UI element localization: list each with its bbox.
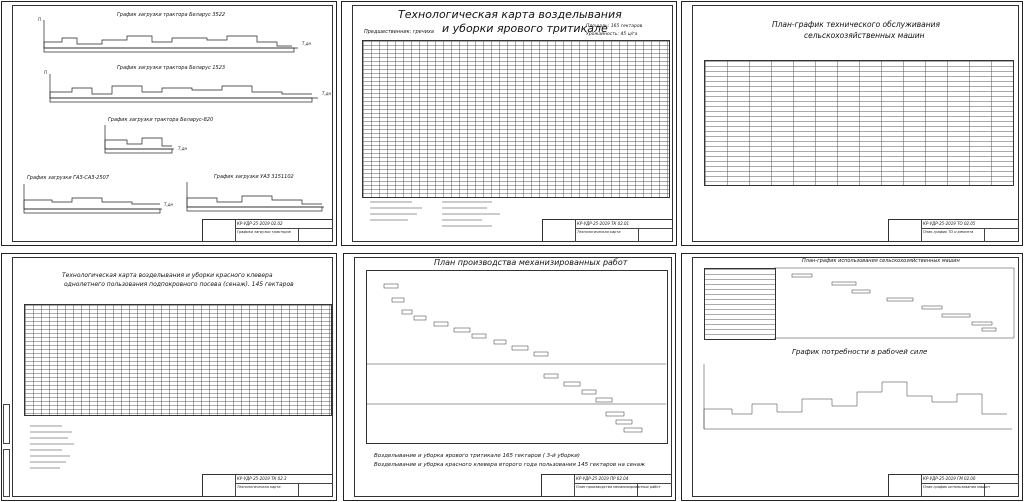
mechanized-title: План производства механизированных работ: [434, 258, 628, 267]
sheet-machine-usage: План-график использования сельскохозяйст…: [681, 253, 1023, 501]
side-stamp: [2, 254, 12, 500]
drawing-name: План-график ТО и ремонта: [923, 230, 974, 234]
drawing-code: КР-УДР-25-2019 ТО 02.05: [923, 221, 976, 226]
svg-text:Т,дн: Т,дн: [164, 202, 173, 207]
labor-chart-title: График потребности в рабочей силе: [792, 348, 928, 356]
drawing-code: КР-УДР-25-2019 02.02: [237, 221, 283, 226]
machine-usage-drawing: [703, 267, 1015, 430]
mechanized-gantt: [366, 283, 666, 433]
clover-table: [24, 304, 332, 416]
sheet-frame: [352, 5, 673, 242]
clover-notes: [30, 425, 74, 469]
yield-label: Урожайность: 45 ц/га: [586, 32, 638, 37]
title-block: КР-УДР-25-2019 ТК 02.01 Технологическая …: [542, 219, 673, 242]
load-charts-drawing: Т,дн Т,дн Т,дн Т,дн П П: [23, 17, 331, 214]
tech-map-title-1: Технологическая карта возделывания: [398, 8, 622, 21]
maintenance-title-1: План-график технического обслуживания: [772, 20, 941, 29]
drawing-name: Технологическая карта: [577, 230, 621, 234]
mechanized-caption-2: Возделывание и уборка красного клевера в…: [374, 462, 645, 468]
drawing-name: Технологическая карта: [237, 485, 281, 489]
area-label: Площадь: 165 гектаров: [586, 24, 643, 29]
drawing-code: КР-УДР-25-2019 ГМ 02.06: [923, 476, 976, 481]
sheet-tech-map-triticale: Технологическая карта возделывания и убо…: [341, 1, 677, 246]
sheet-frame: [12, 257, 333, 497]
maintenance-title-2: сельскохозяйственных машин: [804, 31, 925, 40]
title-block: КР-УДР-25-2019 ГМ 02.06 План-график испо…: [888, 474, 1019, 497]
svg-text:Т,дн: Т,дн: [178, 146, 187, 151]
sheet-tech-map-clover: Технологическая карта возделывания и убо…: [1, 253, 337, 501]
sheet-frame: [354, 257, 672, 497]
svg-text:Т,дн: Т,дн: [302, 41, 311, 46]
machine-usage-title: План-график использования сельскохозяйст…: [802, 258, 960, 264]
mechanized-chart-area: [366, 270, 668, 444]
drawing-code: КР-УДР-25-2019 ПР 02.04: [576, 476, 629, 481]
sheet-mechanized-plan: План производства механизированных работ…: [343, 253, 676, 501]
svg-text:П: П: [44, 70, 47, 75]
title-block: КР-УДР-25-2019 02.02 Графики загрузки тр…: [202, 219, 333, 242]
clover-title-2: однолетнего пользования подпокровного по…: [64, 281, 294, 288]
sheet-frame: [692, 5, 1019, 242]
sheet-load-charts: График загрузки трактора Беларус 3522 Гр…: [1, 1, 337, 246]
title-block: КР-УДР-25-2019 ТО 02.05 План-график ТО и…: [888, 219, 1019, 242]
sheet-maintenance-plan: План-график технического обслуживания се…: [681, 1, 1023, 246]
tech-map-table: [362, 40, 670, 198]
svg-text:П: П: [38, 17, 41, 22]
chart-subtitle-3522: График загрузки трактора Беларус 3522: [117, 12, 226, 18]
drawing-name: Графики загрузки тракторов: [237, 230, 291, 234]
title-block: КР-УДР-25-2019 ПР 02.04 План производств…: [541, 474, 672, 497]
svg-text:Т,дн: Т,дн: [322, 91, 331, 96]
drawing-name: План производства механизированных работ: [576, 485, 661, 489]
chart-subtitle-1523: График загрузки трактора Беларус 1523: [117, 65, 226, 71]
sheet-frame: [692, 257, 1019, 497]
chart-subtitle-820: График загрузки трактора Беларус-820: [108, 117, 214, 123]
predecessor-label: Предшественник: гречиха: [364, 29, 434, 35]
maintenance-table: [704, 60, 1014, 186]
title-block: КР-УДР-25-2019 ТК 02.3 Технологическая к…: [202, 474, 333, 497]
tech-map-title-2: и уборки ярового тритикале: [442, 22, 608, 35]
drawing-code: КР-УДР-25-2019 ТК 02.3: [237, 476, 287, 481]
drawing-name: План-график использования машин: [923, 485, 990, 489]
clover-title-1: Технологическая карта возделывания и убо…: [62, 272, 273, 279]
chart-subtitle-uaz: График загрузки УАЗ 3151102: [214, 174, 294, 180]
sheet-frame: [12, 5, 333, 242]
chart-subtitle-gaz: График загрузки ГАЗ-САЗ-2507: [27, 175, 110, 181]
drawing-code: КР-УДР-25-2019 ТК 02.01: [577, 221, 630, 226]
machine-usage-table: [704, 268, 776, 340]
mechanized-caption-1: Возделывание и уборка ярового тритикале …: [374, 453, 580, 459]
tech-map-notes: [370, 201, 500, 227]
